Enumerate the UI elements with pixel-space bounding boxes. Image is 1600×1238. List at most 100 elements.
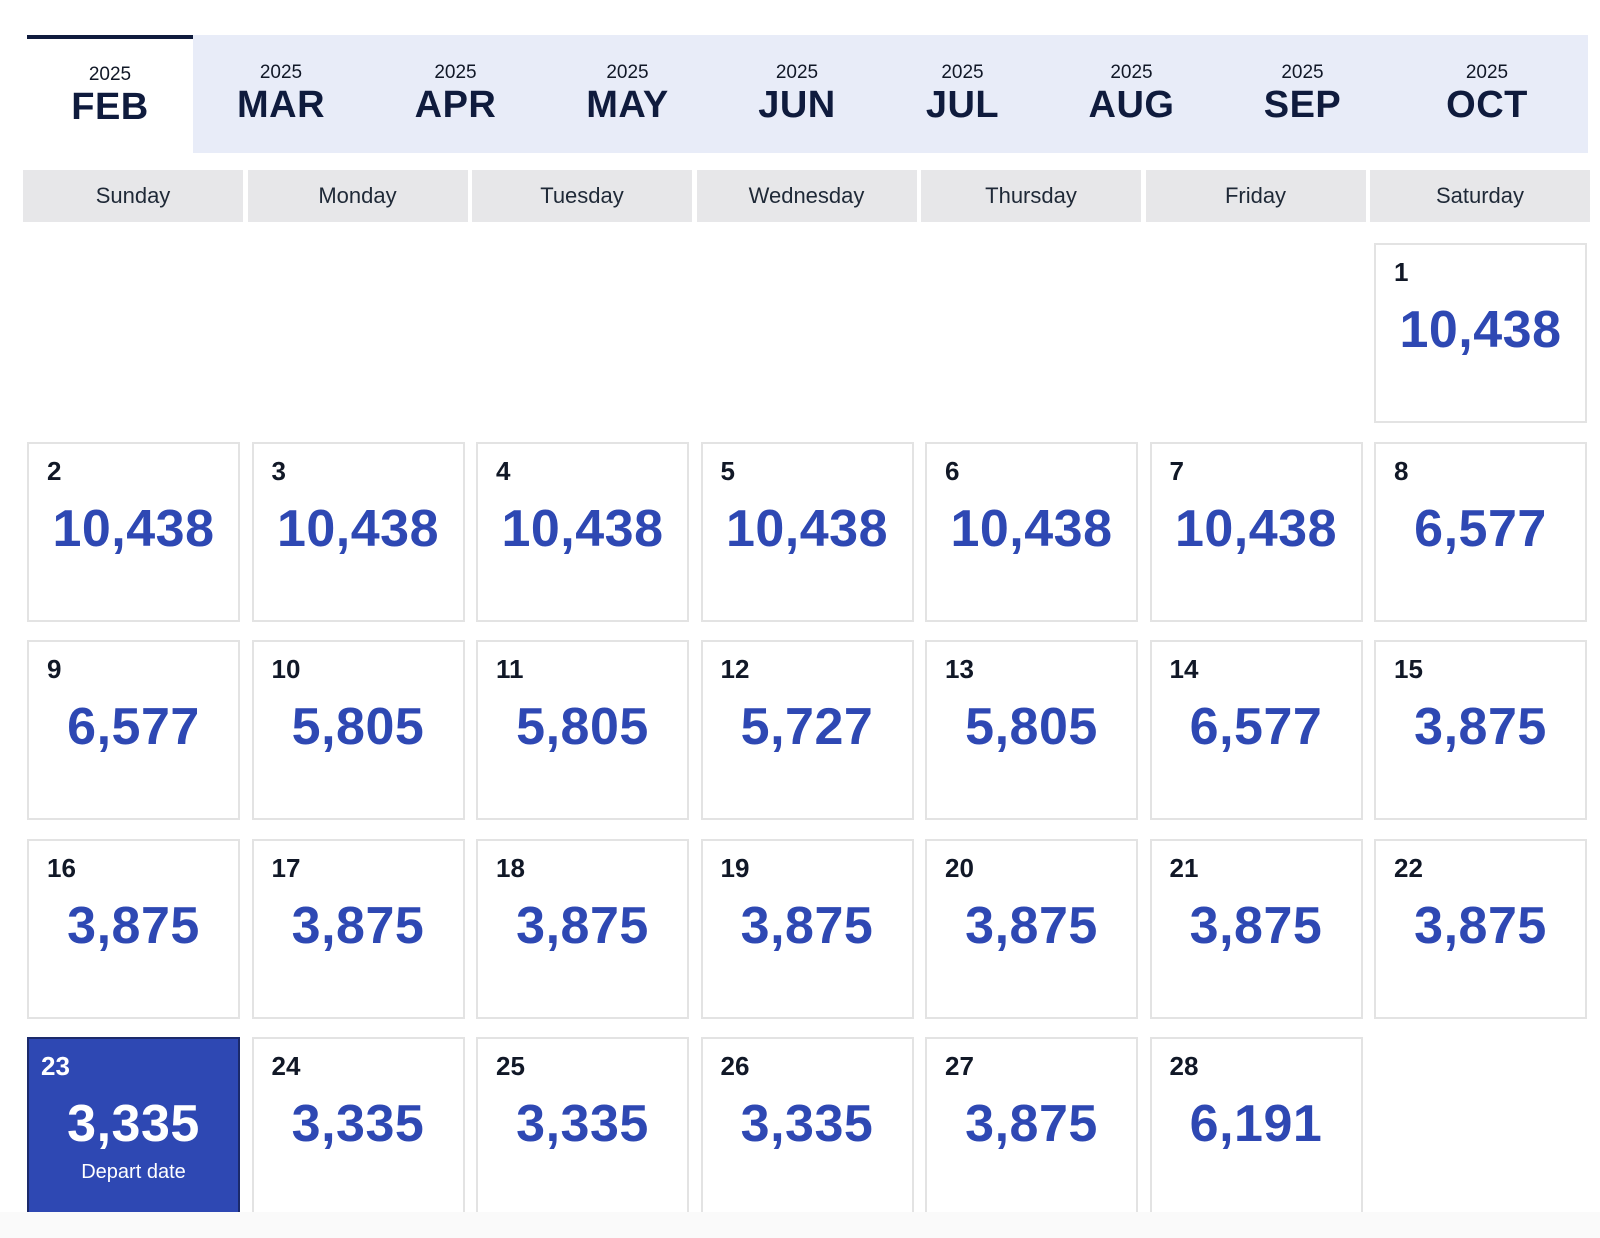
day-cell[interactable]: 22 3,875: [1374, 838, 1587, 1019]
month-tab-mar[interactable]: 2025 MAR: [193, 35, 369, 153]
day-cell[interactable]: 14 6,577: [1149, 640, 1363, 820]
day-number: 5: [720, 455, 735, 486]
day-cell[interactable]: 6 10,438: [925, 441, 1138, 622]
day-cell[interactable]: 12 5,727: [700, 640, 914, 820]
day-price: 10,438: [276, 499, 440, 558]
day-cell[interactable]: 7 10,438: [1149, 441, 1363, 622]
month-tab-label: MAY: [586, 84, 669, 126]
day-price: 10,438: [950, 499, 1113, 558]
day-price: 10,438: [1174, 499, 1338, 558]
day-number: 13: [945, 654, 974, 684]
month-tab-apr[interactable]: 2025 APR: [369, 35, 542, 153]
month-tabs: 2025 FEB 2025 MAR 2025 APR 2025 MAY 2025 JUN 2025 J…: [27, 35, 1588, 153]
month-tab-year: 2025: [1465, 62, 1509, 83]
month-tab-label: FEB: [71, 86, 149, 128]
bottom-divider: [0, 1212, 1600, 1238]
day-price: 3,875: [740, 896, 874, 955]
empty-day-cell: [27, 243, 240, 423]
day-number: 14: [1169, 654, 1199, 684]
day-price: 3,875: [965, 1095, 1098, 1153]
day-number: 7: [1169, 455, 1184, 486]
day-number: 16: [47, 852, 76, 883]
day-number: 28: [1169, 1051, 1199, 1081]
depart-date-label: Depart date: [81, 1161, 186, 1183]
day-cell[interactable]: 13 5,805: [925, 640, 1138, 820]
weekday-friday: Friday: [1145, 170, 1366, 222]
day-cell[interactable]: 17 3,875: [251, 838, 465, 1019]
day-number: 23: [41, 1051, 70, 1081]
day-price: 3,335: [516, 1095, 649, 1153]
day-price: 10,438: [52, 499, 215, 558]
day-number: 8: [1394, 455, 1409, 486]
day-number: 20: [945, 852, 974, 883]
day-number: 21: [1169, 852, 1199, 883]
day-number: 10: [271, 654, 301, 684]
month-tab-label: AUG: [1088, 84, 1175, 126]
day-number: 15: [1394, 654, 1423, 684]
day-cell[interactable]: 26 3,335: [700, 1037, 914, 1217]
day-cell[interactable]: 5 10,438: [700, 441, 914, 622]
day-number: 17: [271, 852, 301, 883]
day-price: 3,875: [291, 896, 425, 955]
weekday-tuesday: Tuesday: [472, 170, 692, 222]
empty-day-cell: [925, 243, 1138, 423]
day-price: 3,875: [1414, 896, 1547, 955]
day-price: 5,805: [965, 698, 1098, 756]
month-tab-sep[interactable]: 2025 SEP: [1219, 35, 1386, 153]
day-price: 3,335: [67, 1095, 200, 1153]
day-price: 10,438: [725, 499, 889, 558]
day-number: 27: [945, 1051, 974, 1081]
day-cell[interactable]: 1 10,438: [1374, 243, 1587, 423]
day-cell[interactable]: 28 6,191: [1149, 1037, 1363, 1217]
month-tab-oct[interactable]: 2025 OCT: [1386, 35, 1588, 153]
day-price: 3,875: [1189, 896, 1323, 955]
day-cell[interactable]: 10 5,805: [251, 640, 465, 820]
month-tab-year: 2025: [775, 62, 819, 83]
day-number: 2: [47, 455, 62, 486]
day-number: 24: [271, 1051, 301, 1081]
day-number: 12: [720, 654, 750, 684]
day-cell[interactable]: 4 10,438: [476, 441, 689, 622]
day-cell[interactable]: 9 6,577: [27, 640, 240, 820]
day-cell[interactable]: 11 5,805: [476, 640, 689, 820]
day-cell[interactable]: 18 3,875: [476, 838, 689, 1019]
month-tab-feb[interactable]: 2025 FEB: [27, 35, 193, 153]
day-cell[interactable]: 20 3,875: [925, 838, 1138, 1019]
day-cell[interactable]: 15 3,875: [1374, 640, 1587, 820]
month-tab-aug[interactable]: 2025 AUG: [1044, 35, 1219, 153]
day-price: 10,438: [501, 499, 664, 558]
day-price: 5,805: [516, 698, 649, 756]
weekday-saturday: Saturday: [1370, 170, 1590, 222]
month-tab-may[interactable]: 2025 MAY: [542, 35, 713, 153]
day-cell[interactable]: 21 3,875: [1149, 838, 1363, 1019]
month-tab-label: APR: [414, 84, 497, 126]
month-tab-year: 2025: [434, 62, 477, 83]
day-cell[interactable]: 24 3,335: [251, 1037, 465, 1217]
day-cell[interactable]: 19 3,875: [700, 838, 914, 1019]
month-tab-jul[interactable]: 2025 JUL: [881, 35, 1044, 153]
weekday-thursday: Thursday: [921, 170, 1141, 222]
day-number: 18: [496, 852, 525, 883]
day-cell[interactable]: 2 10,438: [27, 441, 240, 622]
month-tab-year: 2025: [1281, 62, 1324, 83]
day-number: 9: [47, 654, 62, 684]
empty-day-cell: [476, 243, 689, 423]
day-number: 26: [720, 1051, 750, 1081]
day-cell[interactable]: 27 3,875: [925, 1037, 1138, 1217]
day-cell[interactable]: 8 6,577: [1374, 441, 1587, 622]
day-price: 10,438: [1399, 301, 1562, 359]
month-tab-year: 2025: [941, 62, 984, 83]
day-number: 1: [1394, 257, 1409, 287]
day-cell[interactable]: 25 3,335: [476, 1037, 689, 1217]
month-tab-label: JUN: [758, 84, 836, 126]
month-tab-label: MAR: [236, 84, 326, 126]
day-price: 3,335: [291, 1095, 425, 1153]
month-tab-year: 2025: [259, 62, 303, 83]
day-cell[interactable]: 16 3,875: [27, 838, 240, 1019]
day-cell-selected[interactable]: 23 3,335 Depart date: [27, 1037, 240, 1217]
month-tab-year: 2025: [1110, 62, 1153, 83]
day-price: 6,191: [1189, 1095, 1323, 1153]
day-cell[interactable]: 3 10,438: [251, 441, 465, 622]
month-tab-jun[interactable]: 2025 JUN: [713, 35, 881, 153]
